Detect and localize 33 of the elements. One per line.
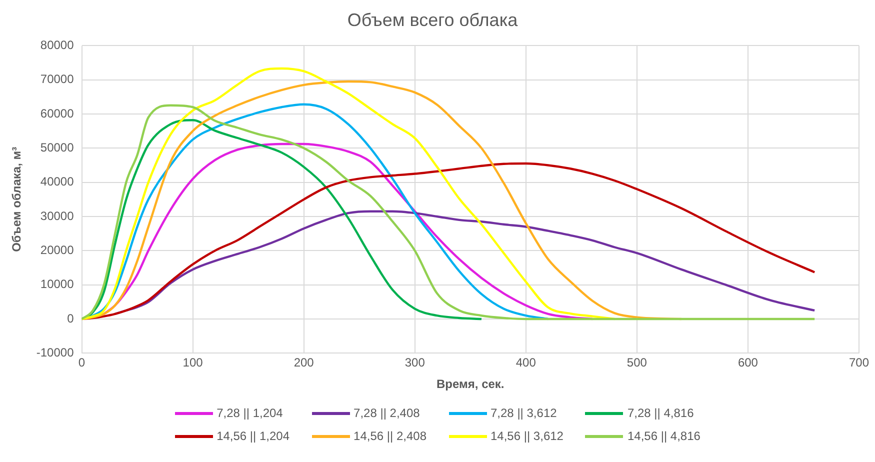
y-tick-label: 50000 [40,140,74,154]
legend-label: 7,28 || 2,408 [354,406,420,420]
y-tick-label: 40000 [40,174,74,189]
y-tick-label: -10000 [36,346,74,360]
x-axis-title: Время, сек. [436,377,504,392]
x-tick-label: 400 [516,356,536,370]
x-tick-label: 100 [182,356,204,370]
legend-label: 14,56 || 3,612 [490,429,564,443]
line-series [114,210,816,315]
legend-label: 7,28 || 1,204 [216,406,283,420]
y-tick-label: 20000 [40,242,74,257]
legend-label: 14,56 || 1,204 [216,429,290,443]
x-tick-label: 200 [294,356,314,370]
y-tick-label: 10000 [40,277,74,292]
x-tick-label: 300 [404,356,426,370]
line-series [82,67,616,320]
x-tick-label: 600 [738,356,758,370]
y-axis-title: Объем облака, м³ [10,146,24,252]
y-tick-label: 30000 [40,208,74,223]
x-tick-label: 0 [78,356,86,370]
line-series [82,162,816,320]
y-tick-label: 80000 [40,38,74,52]
chart-title: Объем всего облака [347,10,519,30]
line-series [82,104,816,320]
legend-label: 7,28 || 3,612 [490,406,557,420]
y-tick-label: 60000 [40,106,74,120]
y-tick-label: 70000 [40,72,74,86]
legend-label: 14,56 || 4,816 [627,429,700,443]
legend-label: 14,56 || 2,408 [354,429,426,443]
y-tick-label: 0 [67,311,74,326]
x-tick-label: 700 [848,356,870,370]
x-tick-label: 500 [626,356,648,370]
legend-label: 7,28 || 4,816 [627,406,694,420]
